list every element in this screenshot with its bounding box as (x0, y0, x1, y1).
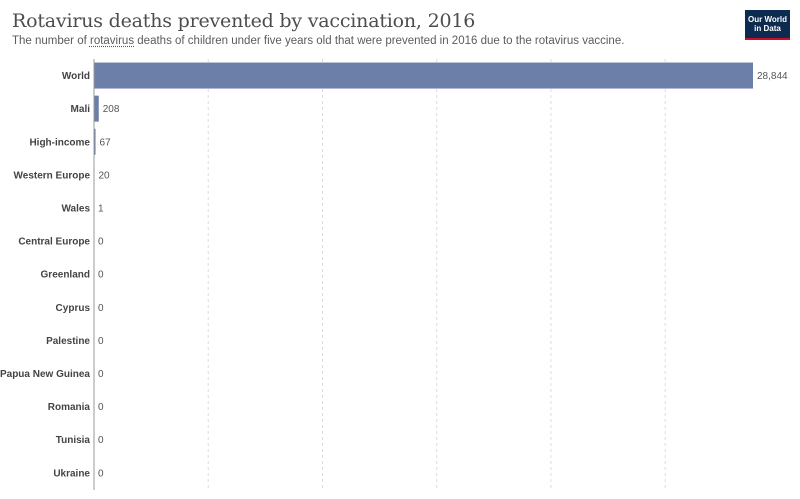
category-label-papua-new-guinea: Papua New Guinea (0, 369, 90, 380)
category-label-mali: Mali (71, 104, 91, 115)
category-label-cyprus: Cyprus (56, 303, 91, 314)
value-label-ukraine: 0 (98, 468, 104, 479)
value-label-central-europe: 0 (98, 237, 104, 248)
category-label-greenland: Greenland (41, 270, 90, 281)
value-label-palestine: 0 (98, 336, 104, 347)
value-label-tunisia: 0 (98, 435, 104, 446)
category-label-high-income: High-income (29, 137, 90, 148)
labels: World 28,844 Mali 208 High-income 67 Western E… (0, 71, 788, 479)
logo-line-1: Our World (748, 15, 787, 24)
value-label-greenland: 0 (98, 270, 104, 281)
chart-subtitle: The number of rotavirus deaths of childr… (12, 35, 624, 47)
chart-title: Rotavirus deaths prevented by vaccinatio… (12, 10, 476, 32)
value-label-high-income: 67 (100, 137, 112, 148)
logo-line-2: in Data (754, 24, 781, 33)
category-label-western-europe: Western Europe (14, 170, 91, 181)
bar-mali[interactable] (94, 95, 99, 122)
subtitle-text-end: deaths of children under five years old … (134, 35, 625, 47)
category-label-palestine: Palestine (46, 336, 90, 347)
category-label-wales: Wales (61, 203, 90, 214)
category-label-romania: Romania (48, 402, 91, 413)
gridlines (207, 59, 666, 490)
bar-world[interactable] (94, 62, 753, 89)
owid-logo[interactable]: Our World in Data (745, 10, 790, 40)
category-label-central-europe: Central Europe (18, 237, 90, 248)
value-label-cyprus: 0 (98, 303, 104, 314)
category-label-ukraine: Ukraine (53, 468, 90, 479)
value-label-wales: 1 (98, 203, 104, 214)
value-label-western-europe: 20 (98, 170, 110, 181)
value-label-world: 28,844 (757, 71, 788, 82)
rotavirus-link[interactable]: rotavirus (89, 35, 135, 47)
subtitle-text-start: The number of (12, 35, 90, 47)
value-label-romania: 0 (98, 402, 104, 413)
value-label-mali: 208 (103, 104, 120, 115)
bars (94, 62, 753, 221)
bar-high-income[interactable] (94, 128, 96, 155)
value-label-papua-new-guinea: 0 (98, 369, 104, 380)
category-label-world: World (62, 71, 90, 82)
category-label-tunisia: Tunisia (56, 435, 91, 446)
